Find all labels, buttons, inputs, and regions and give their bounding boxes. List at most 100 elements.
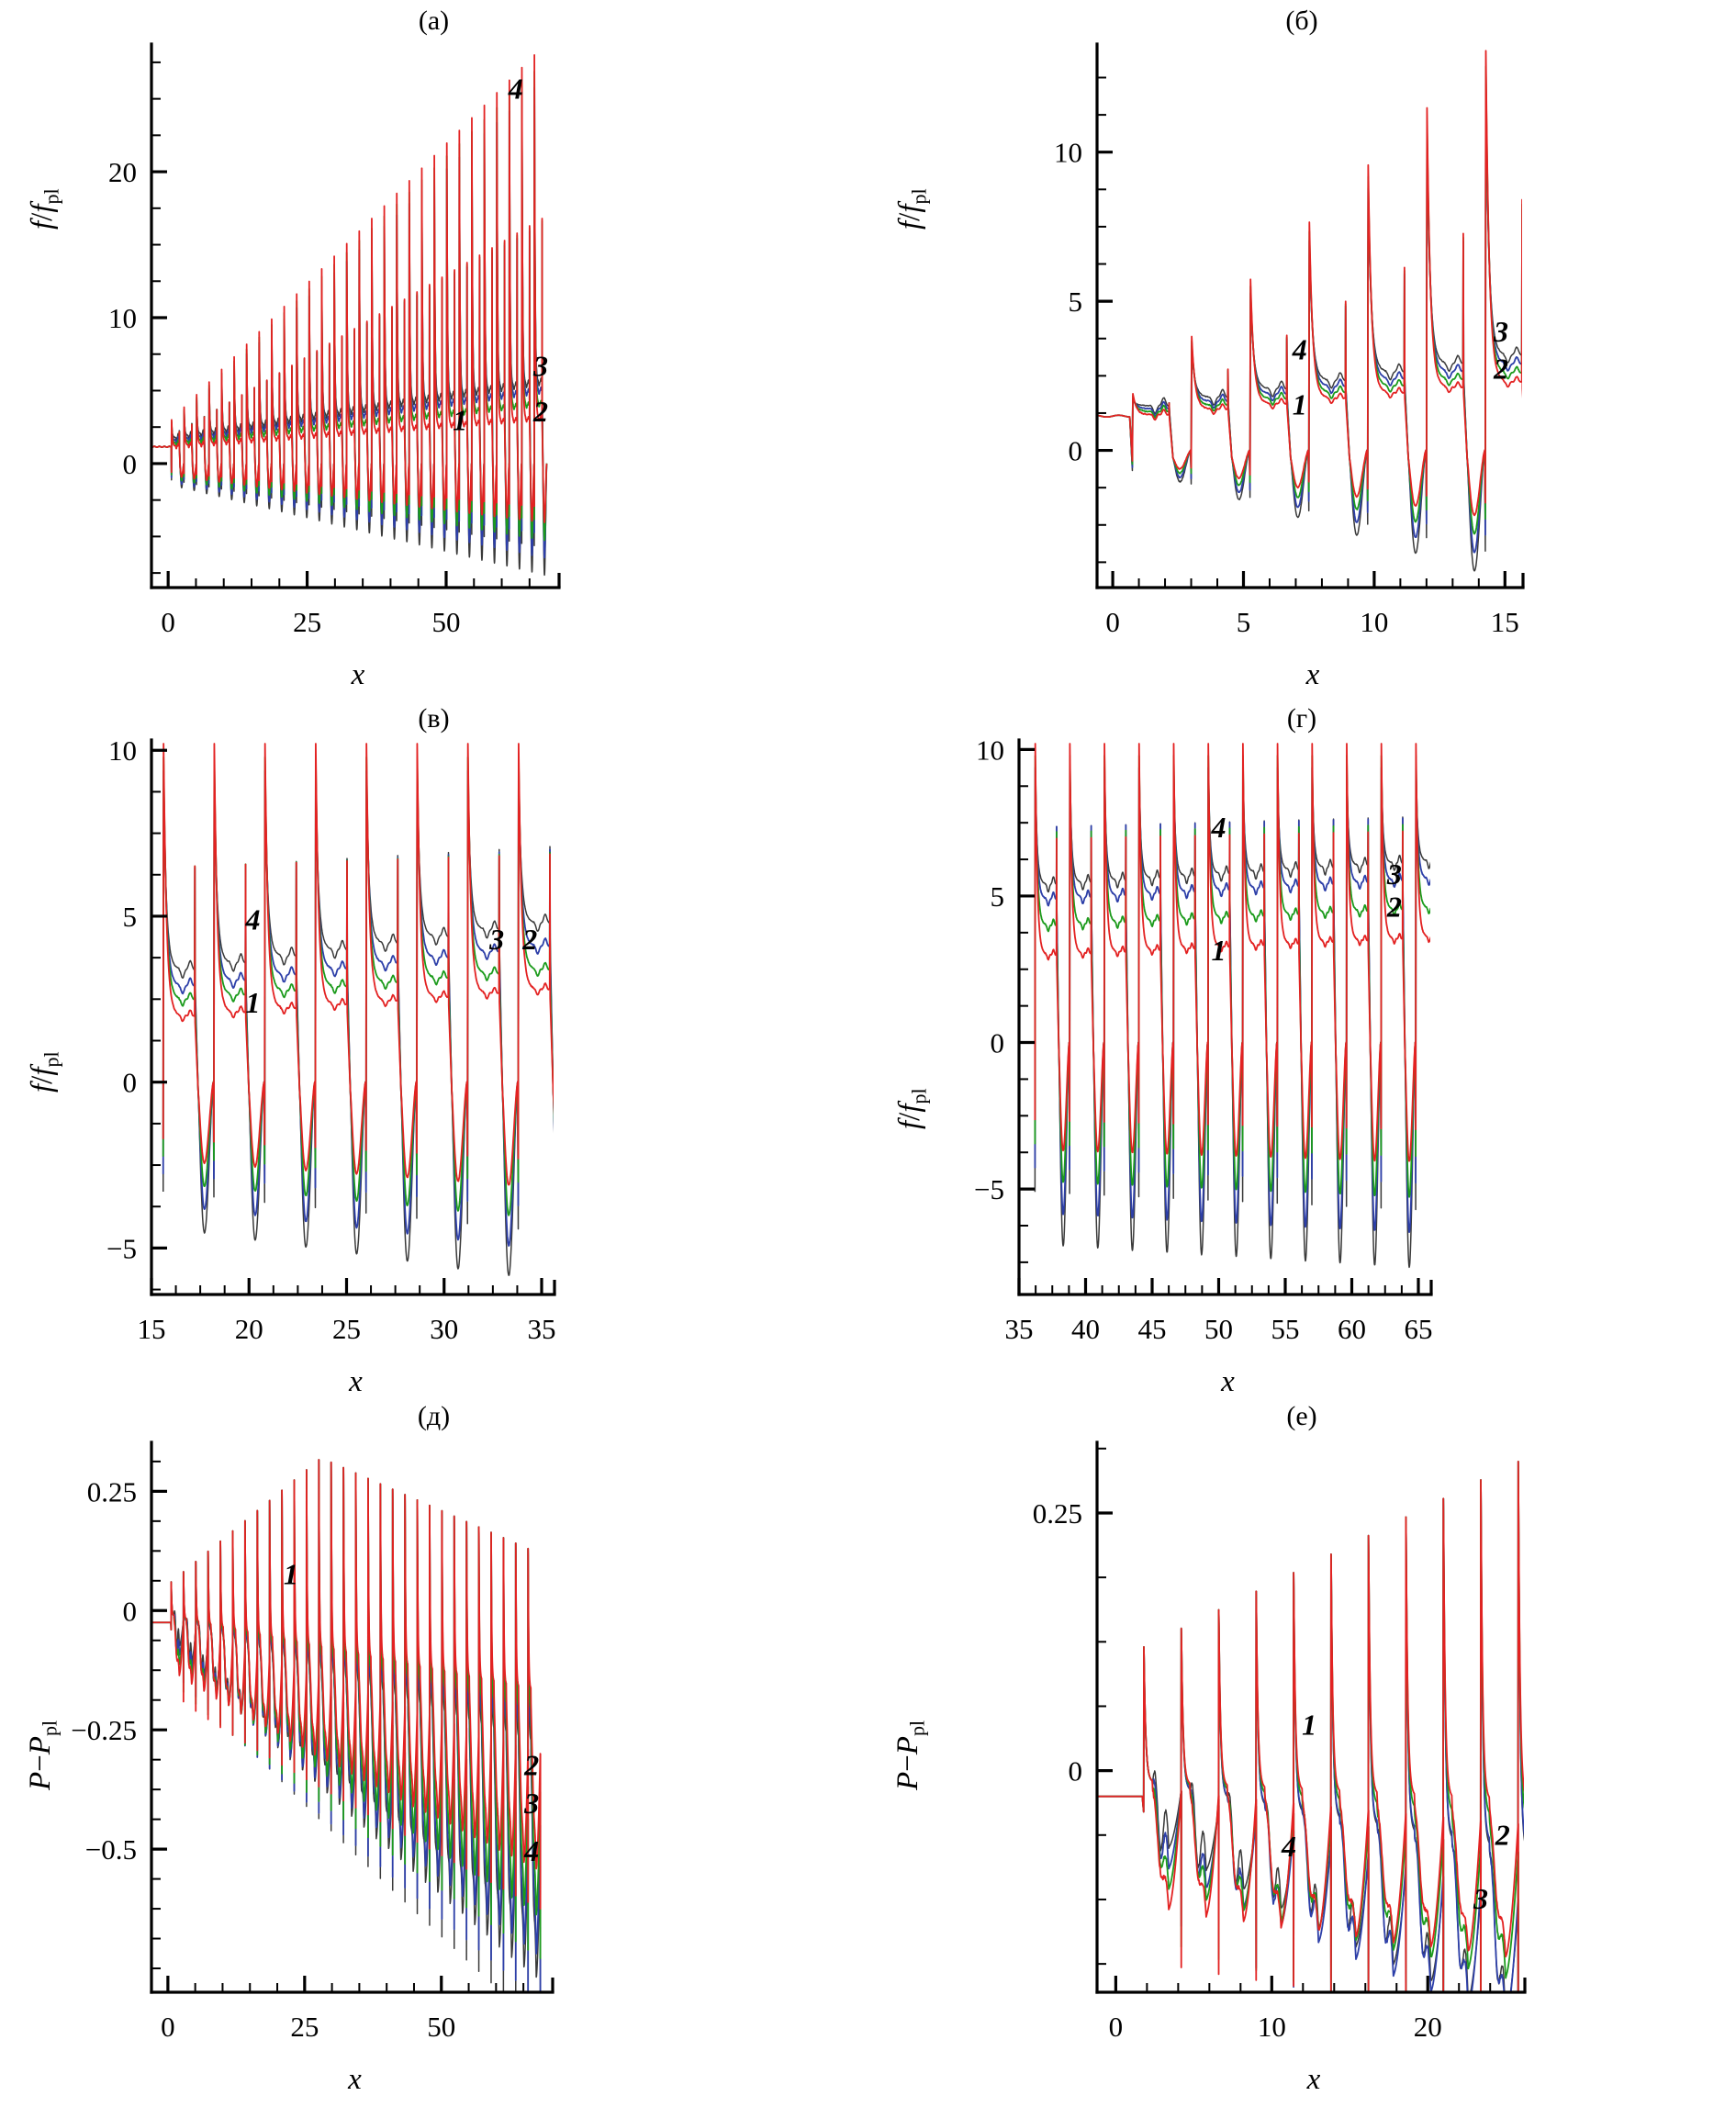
- y-tick-label: 10: [108, 302, 137, 334]
- panel-b: (б) f/fpl 0 5 10 0 5 10 15 x 4 1 3 2: [868, 0, 1736, 698]
- x-tick-label: 15: [1491, 606, 1519, 638]
- x-tick-label: 25: [290, 2011, 319, 2043]
- y-tick-label: 10: [976, 734, 1004, 766]
- panel-g-curves: [1034, 743, 1430, 1269]
- data-curve: [1098, 82, 1522, 554]
- curve-label-4: 4: [1281, 1830, 1296, 1863]
- panel-b-svg: 0 5 10 0 5 10 15 x 4 1 3 2: [1054, 42, 1525, 691]
- panel-v-plot: −5 0 5 10 15 20 25 30 35 x 4 1 3 2: [0, 698, 868, 1398]
- x-tick-label: 0: [161, 2011, 175, 2043]
- x-tick-label: 35: [1005, 1313, 1034, 1345]
- panel-e-svg: 0 0.25 0 10 20 x 1 4 23: [1033, 1440, 1527, 2096]
- x-tick-label: 0: [1105, 606, 1120, 638]
- x-tick-label: 60: [1338, 1313, 1366, 1345]
- panel-d-axes: −0.5 −0.25 0 0.25 0 25 50 x: [71, 1440, 554, 2096]
- panel-a-curve-labels: 4 3 2 1: [453, 73, 548, 437]
- data-curve: [1097, 1460, 1524, 1992]
- y-tick-label: 0: [1069, 435, 1083, 467]
- curve-label-2: 2: [1386, 890, 1402, 923]
- curve-label-3: 3: [1493, 315, 1508, 348]
- panel-g: (г) f/fpl −5 0 5 10 35 40 45 50 55 60 65 x 4 1 3 2: [868, 698, 1736, 1398]
- y-tick-label: 10: [1054, 137, 1082, 169]
- data-curve: [1097, 1461, 1524, 1992]
- y-tick-label: 10: [108, 734, 137, 767]
- curve-label-1: 1: [1293, 388, 1307, 421]
- panel-d-svg: −0.5 −0.25 0 0.25 0 25 50 x 1 2 3 4: [71, 1440, 554, 2096]
- panel-b-axes: 0 5 10 0 5 10 15 x: [1054, 42, 1525, 691]
- y-tick-label: −5: [974, 1173, 1004, 1205]
- y-tick-label: −5: [106, 1232, 137, 1264]
- curve-label-3: 3: [1386, 857, 1402, 891]
- panel-a-title: (а): [418, 6, 450, 36]
- x-tick-label: 20: [1414, 2011, 1442, 2043]
- curve-label-1: 1: [284, 1558, 298, 1591]
- panel-g-title: (г): [1286, 703, 1317, 734]
- panel-a: (а) f/fpl 0 10 20 0 25 50 x 4 3 2 1: [0, 0, 868, 698]
- curve-label-3: 3: [488, 923, 504, 956]
- curve-label-3: 3: [523, 1787, 539, 1820]
- x-tick-label: 45: [1138, 1313, 1167, 1345]
- y-tick-label: 0: [991, 1027, 1005, 1059]
- panel-e-curves: [1097, 1460, 1524, 1992]
- y-tick-label: 0: [1069, 1755, 1083, 1788]
- data-curve: [162, 743, 554, 1186]
- x-tick-label: 10: [1360, 606, 1388, 638]
- panel-b-curves: [1098, 50, 1522, 572]
- data-curve: [1098, 50, 1522, 517]
- panel-e-plot: 0 0.25 0 10 20 x 1 4 2 3: [868, 1395, 1736, 2107]
- panel-g-axes: −5 0 5 10 35 40 45 50 55 60 65 x: [974, 734, 1433, 1398]
- y-tick-label: 0.25: [87, 1475, 137, 1507]
- curve-label-4: 4: [245, 902, 261, 936]
- data-curve: [151, 1459, 542, 1910]
- panel-d: (д) P−Ppl −0.5 −0.25 0 0.25 0 25 50 x 1 2 3 4: [0, 1395, 868, 2107]
- panel-d-curves: [151, 1459, 542, 1992]
- panel-v-title: (в): [418, 703, 450, 734]
- panel-a-curves: [151, 54, 548, 577]
- x-tick-label: 55: [1271, 1313, 1300, 1345]
- curve-label-1: 1: [246, 986, 261, 1019]
- panel-v: (в) f/fpl −5 0 5 10 15 20 25 30 35 x 4 1 3 2: [0, 698, 868, 1398]
- curve-label-3: 3: [1473, 1882, 1488, 1915]
- x-axis-title: x: [1220, 1365, 1235, 1398]
- curve-label-4: 4: [523, 1834, 539, 1867]
- data-curve: [1097, 1460, 1524, 1992]
- curve-label-1: 1: [1212, 934, 1226, 967]
- y-tick-label: 5: [1069, 286, 1083, 318]
- y-tick-label: 5: [123, 901, 138, 933]
- x-tick-label: 40: [1071, 1313, 1100, 1345]
- curve-label-4: 4: [508, 73, 523, 106]
- curve-label-4: 4: [1211, 811, 1226, 844]
- curve-label-2: 2: [523, 1749, 539, 1782]
- x-tick-label: 65: [1405, 1313, 1433, 1345]
- x-tick-label: 50: [427, 2011, 455, 2043]
- curve-label-2: 2: [532, 395, 548, 428]
- data-curve: [151, 103, 548, 577]
- panel-g-plot: −5 0 5 10 35 40 45 50 55 60 65 x 4 1 3 2: [868, 698, 1736, 1398]
- panel-g-svg: −5 0 5 10 35 40 45 50 55 60 65 x 4 1 32: [974, 734, 1433, 1398]
- panel-v-axes: −5 0 5 10 15 20 25 30 35 x: [106, 734, 556, 1398]
- x-tick-label: 0: [1109, 2011, 1124, 2043]
- data-curve: [151, 86, 548, 559]
- x-tick-label: 15: [138, 1313, 166, 1345]
- x-tick-label: 30: [430, 1313, 458, 1345]
- curve-label-4: 4: [1292, 332, 1307, 365]
- panel-e: (е) P−Ppl 0 0.25 0 10 20 x 1 4 2 3: [868, 1395, 1736, 2107]
- data-curve: [1097, 1460, 1524, 1992]
- data-curve: [1098, 65, 1522, 535]
- x-axis-title: x: [1305, 658, 1320, 691]
- x-axis-title: x: [348, 1365, 363, 1398]
- y-tick-label: 0: [123, 1067, 138, 1099]
- panel-b-title: (б): [1285, 6, 1318, 36]
- x-tick-label: 10: [1258, 2011, 1286, 2043]
- x-tick-label: 25: [293, 606, 321, 638]
- curve-label-2: 2: [1495, 1818, 1510, 1851]
- panel-v-curves: [162, 743, 554, 1276]
- panel-e-curve-labels: 1 4 23: [1281, 1708, 1510, 1915]
- panel-d-title: (д): [417, 1401, 451, 1431]
- curve-label-1: 1: [1302, 1708, 1316, 1741]
- x-tick-label: 20: [235, 1313, 263, 1345]
- x-tick-label: 35: [528, 1313, 556, 1345]
- panel-b-plot: 0 5 10 0 5 10 15 x 4 1 3 2: [868, 0, 1736, 698]
- panel-d-curve-labels: 1 2 3 4: [284, 1558, 539, 1867]
